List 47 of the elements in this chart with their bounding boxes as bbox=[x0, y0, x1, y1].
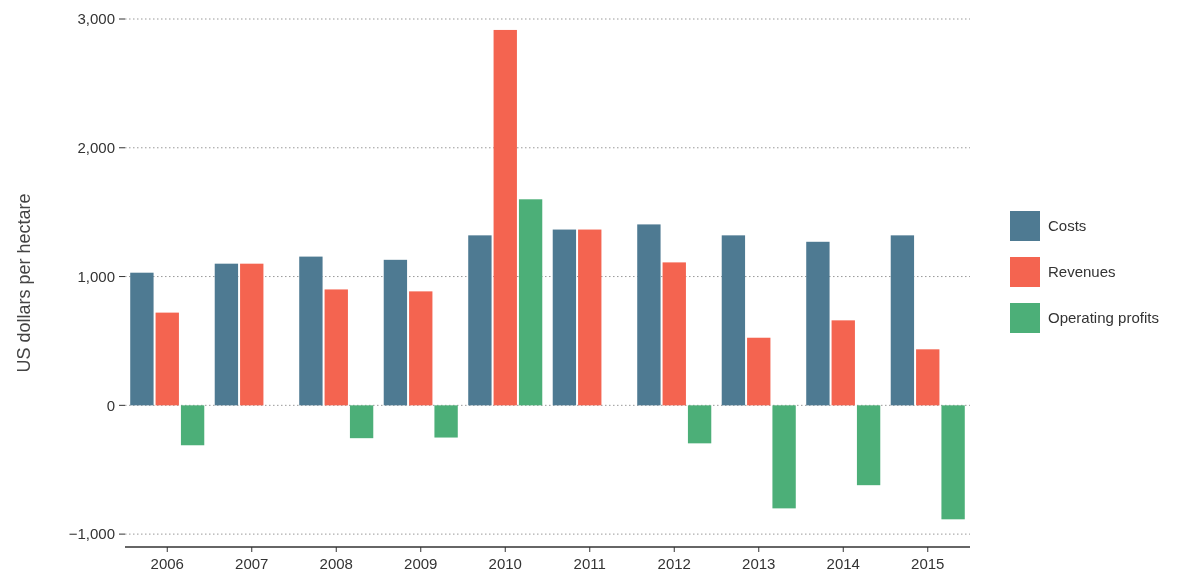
bar bbox=[856, 405, 881, 486]
bar bbox=[578, 229, 602, 406]
y-tick-label: −1,000 bbox=[68, 525, 115, 543]
x-tick-label: 2015 bbox=[911, 555, 945, 572]
x-tick-label: 2008 bbox=[319, 555, 353, 572]
bar bbox=[831, 320, 855, 406]
y-tick-label: 2,000 bbox=[77, 139, 115, 157]
bar bbox=[637, 224, 661, 406]
y-tick-label: 1,000 bbox=[77, 267, 115, 285]
x-tick-label: 2011 bbox=[573, 555, 606, 572]
bar bbox=[552, 229, 577, 406]
bar bbox=[518, 199, 543, 406]
x-tick-label: 2009 bbox=[404, 555, 438, 572]
bar bbox=[468, 235, 492, 406]
y-tick-label: 0 bbox=[106, 396, 115, 414]
legend-label: Costs bbox=[1048, 217, 1087, 235]
bar bbox=[240, 263, 264, 406]
y-axis-title: US dollars per hectare bbox=[14, 193, 34, 373]
bar bbox=[493, 29, 517, 406]
bar bbox=[324, 289, 348, 406]
bar bbox=[687, 405, 712, 444]
x-tick-label: 2013 bbox=[742, 555, 776, 572]
bar bbox=[180, 405, 205, 446]
bar bbox=[383, 259, 408, 406]
x-tick-label: 2012 bbox=[657, 555, 691, 572]
bar bbox=[214, 263, 239, 406]
x-tick-label: 2014 bbox=[826, 555, 860, 572]
legend-label: Revenues bbox=[1048, 263, 1116, 281]
x-tick-label: 2006 bbox=[150, 555, 184, 572]
bar bbox=[721, 235, 746, 406]
bar bbox=[747, 337, 771, 406]
bar bbox=[130, 272, 154, 406]
y-tick-label: 3,000 bbox=[77, 10, 115, 28]
x-tick-label: 2010 bbox=[488, 555, 522, 572]
bar bbox=[155, 312, 179, 406]
x-tick-label: 2007 bbox=[235, 555, 269, 572]
bar bbox=[434, 405, 458, 438]
bar bbox=[409, 291, 433, 406]
bar bbox=[299, 256, 323, 406]
bar bbox=[916, 349, 940, 406]
bar bbox=[941, 405, 965, 520]
bar bbox=[662, 262, 686, 406]
bar bbox=[772, 405, 796, 509]
bar bbox=[806, 241, 830, 406]
legend-label: Operating profits bbox=[1048, 309, 1159, 327]
bar bbox=[349, 405, 374, 439]
bar bbox=[890, 235, 915, 406]
